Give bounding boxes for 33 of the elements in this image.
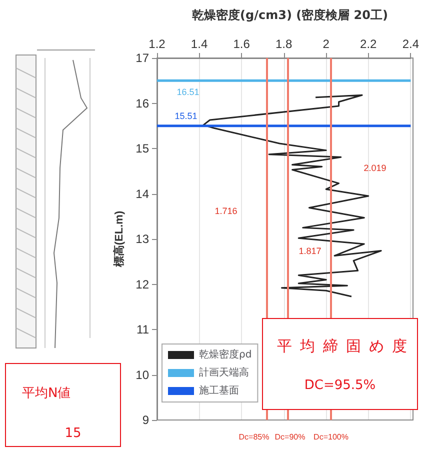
y-tick-label: 16 — [136, 96, 150, 110]
y-tick-label: 10 — [136, 368, 150, 382]
y-tick-label: 11 — [136, 322, 150, 336]
y-tick-label: 14 — [136, 186, 150, 201]
text: 15 — [64, 426, 82, 441]
annotation: 16.51 — [176, 87, 200, 97]
legend-label: 乾燥密度ρd — [199, 348, 252, 360]
x-tick-label: 2 — [322, 37, 330, 51]
x-tick-label: 1.6 — [233, 37, 250, 51]
annotation: 1.716 — [214, 206, 238, 216]
y-tick-label: 13 — [136, 232, 150, 246]
text: Dc=100% — [314, 432, 348, 442]
y-tick-label: 9 — [142, 413, 150, 427]
y-tick-label: 12 — [136, 277, 150, 292]
y-axis-title: 標高(EL.m) — [112, 210, 126, 268]
x-tick-label: 1.4 — [190, 37, 208, 51]
text: Dc=90% — [274, 432, 306, 442]
x-tick-label: 2.4 — [402, 37, 420, 51]
annotation: 平均締固め度 — [277, 337, 416, 356]
x-tick-label: 2.2 — [360, 37, 378, 51]
annotation: 15.51 — [174, 111, 198, 121]
text: Dc=85% — [238, 432, 270, 442]
y-tick-label: 17 — [136, 51, 150, 65]
x-tick-label: 1.8 — [275, 37, 292, 51]
annotation: 1.817 — [298, 246, 322, 256]
annotation: 2.019 — [364, 163, 386, 173]
legend-label: 施工基面 — [199, 384, 239, 396]
y-tick-label: 15 — [136, 142, 150, 156]
chart-title: 乾燥密度(g/cm3) (密度検層 20工) — [192, 8, 388, 22]
x-tick-label: 1.2 — [148, 37, 166, 51]
text: 平均N値 — [22, 385, 72, 402]
legend-label: 計画天端高 — [199, 366, 249, 378]
annotation: DC=95.5% — [303, 378, 377, 393]
